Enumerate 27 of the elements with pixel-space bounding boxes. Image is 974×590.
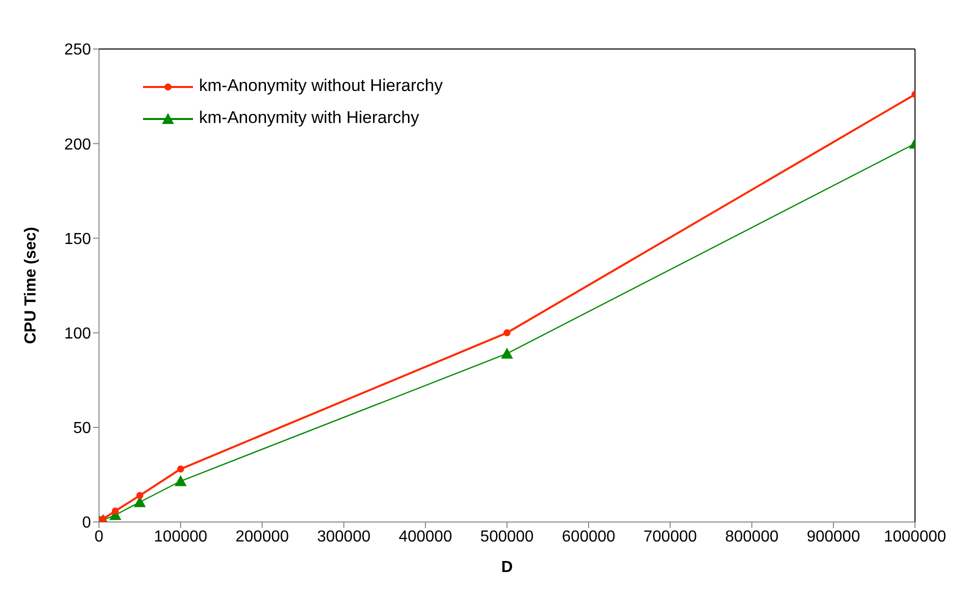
x-tick-label: 700000 (644, 528, 697, 546)
x-tick-label: 800000 (725, 528, 779, 546)
y-tick-label: 200 (64, 136, 92, 154)
point (174, 475, 187, 486)
x-tick-label: 900000 (806, 528, 860, 546)
x-axis-title: D (501, 559, 513, 576)
point (504, 329, 510, 336)
x-tick-label: 600000 (562, 528, 616, 546)
y-tick-label: 150 (64, 230, 92, 248)
legend-label: km-Anonymity with Hierarchy (199, 108, 420, 127)
x-tick-label: 300000 (317, 528, 371, 546)
y-tick-label: 100 (64, 325, 92, 342)
legend-label: km-Anonymity without Hierarchy (199, 76, 443, 95)
x-tick-label: 0 (94, 528, 104, 546)
point (177, 466, 184, 473)
point (501, 348, 513, 359)
x-tick-label: 200000 (236, 528, 289, 546)
point (112, 508, 119, 515)
x-tick-label: 1000000 (884, 528, 946, 546)
x-tick-label: 500000 (480, 528, 534, 546)
y-tick-label: 0 (82, 514, 92, 532)
y-tick-label: 250 (64, 42, 92, 59)
x-tick-label: 100000 (154, 528, 208, 546)
x-tick-label: 400000 (398, 528, 452, 546)
y-tick-label: 50 (73, 420, 92, 438)
point (136, 492, 144, 500)
y-axis-title: CPU Time (sec) (22, 226, 40, 344)
